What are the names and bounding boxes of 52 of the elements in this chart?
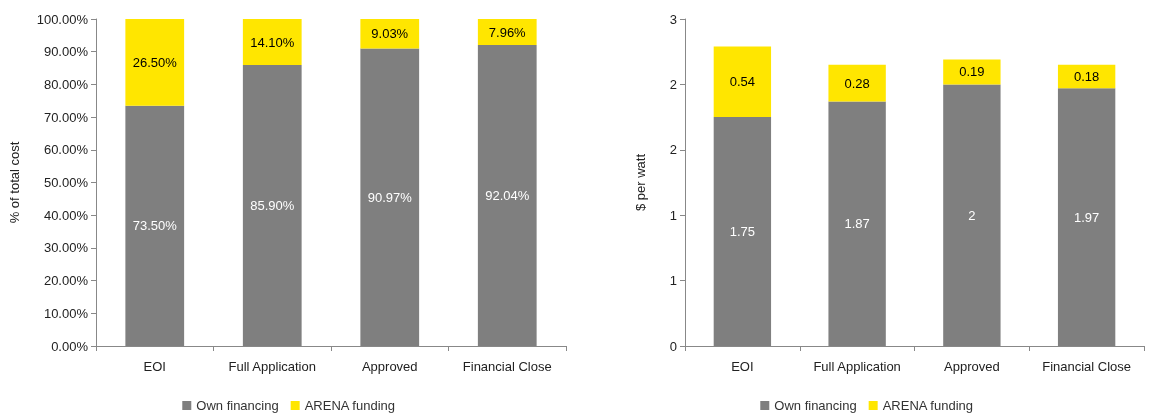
data-label: 1.97: [1073, 209, 1100, 225]
data-label: 7.96%: [488, 24, 527, 40]
y-tick-label: 2: [669, 142, 677, 158]
data-label: 0.19: [959, 64, 985, 80]
y-tick-label: 1: [669, 207, 677, 223]
y-tick-label: 20.00%: [43, 273, 89, 289]
y-axis-title: $ per watt: [633, 153, 648, 212]
y-tick-label: 1: [669, 273, 677, 289]
data-label: 1.75: [729, 224, 756, 240]
data-label: 85.90%: [250, 198, 295, 214]
data-label: 26.50%: [132, 54, 178, 70]
legend-label: Own financing: [774, 398, 857, 413]
x-tick-label: Full Application: [228, 359, 316, 374]
data-label: 0.28: [844, 75, 870, 91]
y-tick-label: 60.00%: [43, 142, 89, 158]
bar: [360, 19, 420, 49]
y-tick-label: 80.00%: [43, 76, 89, 92]
y-tick-label: 0.00%: [51, 338, 89, 354]
data-label: 73.50%: [132, 218, 178, 234]
y-tick-label: 40.00%: [43, 207, 89, 223]
x-tick-label: Financial Close: [1042, 359, 1132, 374]
bar: [828, 64, 886, 102]
data-label: 0.54: [729, 74, 756, 90]
y-axis-title: % of total cost: [7, 141, 22, 224]
bar: [242, 19, 302, 66]
y-tick-label: 30.00%: [43, 240, 89, 256]
y-tick-label: 3: [669, 11, 677, 27]
y-tick-label: 0: [669, 338, 677, 354]
x-tick-label: Full Application: [813, 359, 901, 374]
legend-label: ARENA funding: [304, 398, 396, 413]
y-tick-label: 90.00%: [43, 44, 89, 60]
y-tick-label: 10.00%: [43, 305, 89, 321]
data-label: 2: [968, 207, 976, 223]
x-tick-label: Approved: [361, 359, 418, 374]
y-tick-label: 50.00%: [43, 175, 89, 190]
legend-label: ARENA funding: [882, 398, 974, 413]
legend-label: Own financing: [196, 398, 279, 413]
data-label: 9.03%: [371, 26, 409, 42]
y-tick-label: 70.00%: [43, 109, 89, 125]
y-tick-label: 100.00%: [36, 11, 89, 27]
data-label: 1.87: [844, 216, 870, 232]
data-label: 90.97%: [367, 189, 413, 205]
x-tick-label: EOI: [143, 359, 166, 374]
y-tick-label: 2: [669, 76, 677, 92]
bar: [125, 19, 185, 106]
data-label: 92.04%: [485, 188, 530, 204]
x-tick-label: Approved: [944, 359, 1000, 374]
x-tick-label: EOI: [731, 359, 754, 374]
bar: [713, 46, 772, 118]
data-label: 14.10%: [250, 34, 295, 50]
data-label: 0.18: [1073, 69, 1100, 85]
x-tick-label: Financial Close: [462, 359, 552, 374]
